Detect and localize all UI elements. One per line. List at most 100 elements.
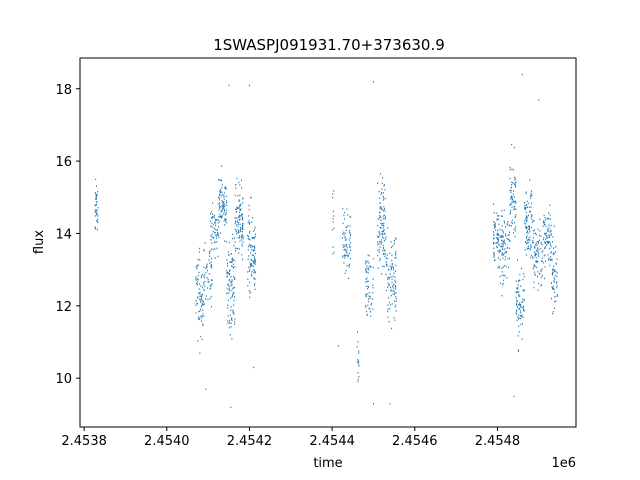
data-point (242, 202, 244, 204)
data-point (250, 244, 252, 247)
data-point (227, 315, 229, 317)
data-point (197, 303, 199, 305)
data-point (553, 281, 555, 283)
data-point (195, 304, 197, 306)
data-point (242, 217, 244, 219)
data-point (205, 295, 207, 297)
data-point (234, 259, 236, 262)
data-point (228, 326, 230, 329)
data-points (94, 73, 558, 408)
data-point (207, 281, 209, 283)
data-point (529, 211, 531, 213)
data-point (225, 220, 227, 222)
data-point (238, 214, 240, 216)
data-point (395, 256, 397, 259)
data-point (195, 278, 197, 280)
data-point (515, 208, 517, 210)
data-point (220, 165, 222, 168)
data-point (230, 306, 232, 308)
data-point (385, 263, 387, 265)
data-point (228, 285, 230, 287)
data-point (493, 256, 495, 258)
data-point (377, 241, 379, 243)
data-point (247, 237, 249, 240)
data-point (498, 244, 500, 246)
data-point (394, 306, 396, 308)
data-point (358, 350, 360, 352)
data-point (382, 244, 384, 247)
data-point (234, 323, 236, 325)
data-point (346, 264, 348, 267)
data-point (526, 248, 528, 250)
data-point (518, 317, 520, 319)
data-point (383, 222, 385, 224)
data-point (393, 316, 395, 319)
data-point (547, 228, 549, 230)
data-point (332, 253, 334, 255)
data-point (521, 73, 523, 76)
data-point (379, 259, 381, 261)
data-point (543, 277, 545, 280)
data-point (251, 270, 253, 273)
data-point (514, 235, 516, 238)
data-point (535, 261, 537, 263)
data-point (378, 190, 380, 193)
data-point (555, 300, 557, 303)
data-point (208, 259, 210, 261)
data-point (503, 242, 505, 244)
data-point (248, 255, 250, 257)
data-point (534, 265, 536, 268)
data-point (332, 228, 334, 231)
data-point (213, 241, 215, 243)
data-point (519, 304, 521, 306)
data-point (211, 266, 213, 269)
data-point (232, 265, 234, 268)
data-point (552, 252, 554, 255)
data-point (350, 242, 352, 244)
data-point (95, 195, 97, 198)
data-point (239, 215, 241, 217)
data-point (200, 299, 202, 301)
data-point (530, 195, 532, 197)
data-point (538, 242, 540, 244)
data-point (366, 277, 368, 279)
data-point (511, 219, 513, 222)
x-tick-label: 2.4542 (227, 434, 273, 449)
data-point (548, 235, 550, 237)
data-point (528, 206, 530, 208)
data-point (207, 298, 209, 301)
data-point (240, 203, 242, 206)
data-point (394, 279, 396, 282)
data-point (204, 274, 206, 276)
data-point (196, 302, 198, 305)
data-point (377, 267, 379, 269)
data-point (195, 300, 197, 302)
data-point (528, 239, 530, 241)
data-point (382, 231, 384, 233)
data-point (523, 306, 525, 308)
data-point (249, 239, 251, 241)
data-point (385, 216, 387, 218)
data-point (210, 216, 212, 219)
data-point (234, 266, 236, 268)
data-point (252, 237, 254, 239)
data-point (532, 241, 534, 244)
data-point (231, 260, 233, 263)
data-point (200, 305, 202, 308)
data-point (217, 222, 219, 224)
data-point (346, 246, 348, 249)
data-point (231, 281, 233, 283)
data-point (201, 300, 203, 303)
data-point (510, 225, 512, 227)
data-point (233, 276, 235, 278)
data-point (495, 229, 497, 231)
data-point (524, 208, 526, 211)
data-point (553, 280, 555, 282)
data-point (380, 206, 382, 209)
data-point (199, 310, 201, 312)
data-point (249, 266, 251, 268)
data-point (552, 236, 554, 238)
data-point (554, 296, 556, 298)
data-point (525, 192, 527, 195)
data-point (514, 201, 516, 203)
